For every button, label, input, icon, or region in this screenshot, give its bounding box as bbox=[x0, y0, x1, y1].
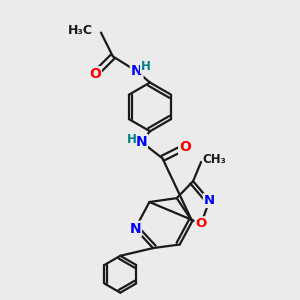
Text: H₃C: H₃C bbox=[68, 24, 93, 37]
Text: O: O bbox=[89, 67, 101, 81]
Text: H: H bbox=[141, 60, 151, 73]
Text: N: N bbox=[131, 64, 142, 78]
Text: H: H bbox=[127, 133, 136, 146]
Text: O: O bbox=[179, 140, 191, 154]
Text: N: N bbox=[135, 135, 147, 149]
Text: O: O bbox=[196, 217, 207, 230]
Text: N: N bbox=[129, 222, 141, 236]
Text: CH₃: CH₃ bbox=[202, 153, 226, 166]
Text: N: N bbox=[204, 194, 215, 207]
